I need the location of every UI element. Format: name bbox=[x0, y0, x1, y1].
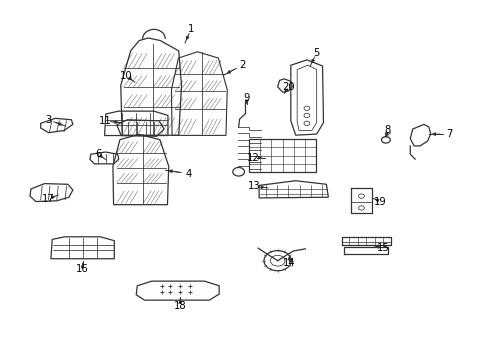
Text: 4: 4 bbox=[185, 168, 191, 179]
Text: 12: 12 bbox=[246, 153, 259, 163]
Text: 1: 1 bbox=[187, 24, 194, 35]
Text: 13: 13 bbox=[247, 181, 260, 192]
Text: 8: 8 bbox=[384, 125, 390, 135]
Text: 11: 11 bbox=[99, 116, 112, 126]
Text: 2: 2 bbox=[238, 60, 245, 70]
Text: 18: 18 bbox=[173, 301, 186, 311]
Text: 7: 7 bbox=[445, 129, 451, 139]
Text: 19: 19 bbox=[373, 197, 386, 207]
Text: 15: 15 bbox=[376, 243, 389, 253]
Text: 20: 20 bbox=[282, 82, 294, 92]
Text: 10: 10 bbox=[120, 71, 133, 81]
Text: 17: 17 bbox=[42, 194, 55, 204]
Text: 3: 3 bbox=[45, 115, 52, 125]
Text: 14: 14 bbox=[283, 258, 295, 268]
Text: 5: 5 bbox=[313, 48, 319, 58]
Text: 16: 16 bbox=[76, 264, 89, 274]
Text: 9: 9 bbox=[243, 93, 250, 103]
Text: 6: 6 bbox=[95, 149, 101, 159]
